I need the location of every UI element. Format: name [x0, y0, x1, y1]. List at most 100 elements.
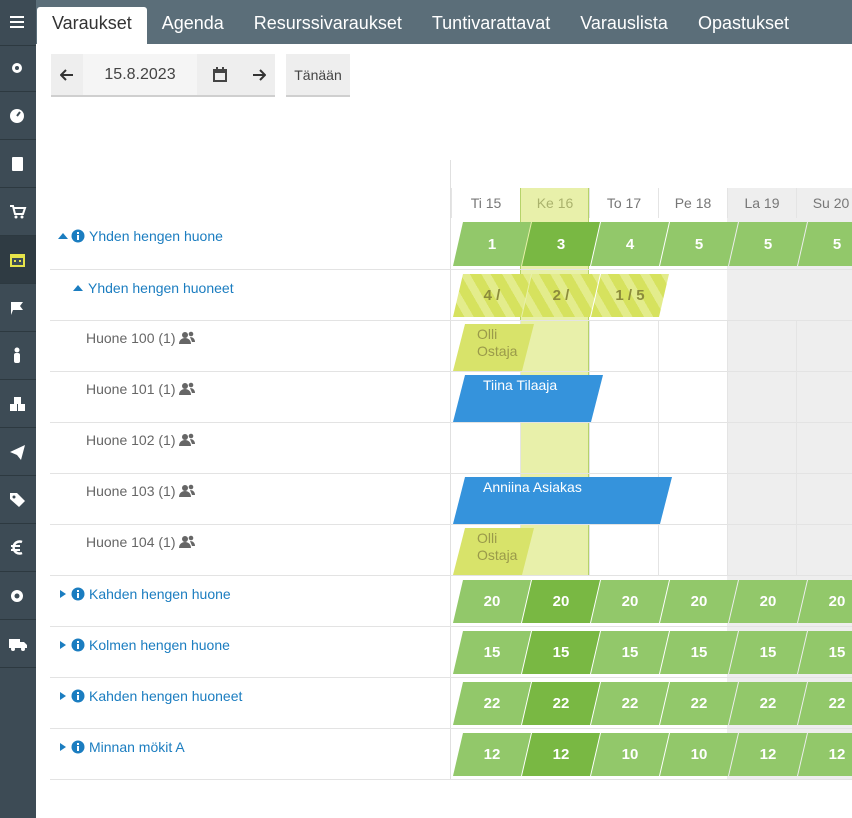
booking[interactable]: Olli Ostaja — [453, 528, 534, 575]
availability-cell: 15 — [660, 631, 738, 674]
next-button[interactable] — [242, 54, 275, 97]
column-line — [796, 372, 797, 423]
availability-cell: 1 — [453, 222, 531, 266]
column-line — [796, 525, 797, 576]
sidebar-item[interactable] — [0, 524, 36, 572]
sidebar-item[interactable] — [0, 476, 36, 524]
people-icon — [178, 331, 195, 344]
room-label: Huone 100 (1) — [86, 321, 436, 354]
column-line — [520, 423, 521, 474]
availability-cell: 15 — [729, 631, 807, 674]
sidebar-item[interactable] — [0, 620, 36, 668]
group-label[interactable]: Kahden hengen huoneet — [57, 678, 437, 713]
prev-button[interactable] — [51, 54, 83, 97]
availability-cell: 4 — [591, 222, 669, 266]
tab[interactable]: Agenda — [161, 13, 224, 33]
tab[interactable]: Varaukset — [37, 7, 147, 44]
group-label[interactable]: Kolmen hengen huone — [57, 627, 437, 662]
row-line — [50, 677, 852, 678]
calendar-button[interactable] — [197, 54, 242, 97]
sidebar-icon — [14, 347, 20, 363]
column-line — [727, 321, 728, 372]
sidebar-icon — [10, 253, 25, 267]
sidebar-item[interactable] — [0, 140, 36, 188]
group-name: Kolmen hengen huone — [89, 636, 230, 653]
availability-cell: 22 — [798, 682, 852, 725]
group-label[interactable]: Kahden hengen huone — [57, 576, 437, 611]
availability-cell: 20 — [591, 580, 669, 623]
row-line — [50, 779, 852, 780]
sidebar-item[interactable] — [0, 44, 36, 92]
tab[interactable]: Tuntivarattavat — [431, 13, 551, 33]
tab[interactable]: Resurssivaraukset — [253, 13, 402, 33]
room-label: Huone 103 (1) — [86, 474, 436, 507]
expand-arrow — [60, 691, 66, 700]
group-name: Kahden hengen huoneet — [89, 687, 243, 704]
sidebar-item[interactable] — [0, 188, 36, 236]
tab[interactable]: Opastukset — [697, 13, 789, 33]
availability-cell: 4 / — [453, 274, 531, 317]
day-header: La 19 — [727, 188, 796, 218]
sidebar-item[interactable] — [0, 284, 36, 332]
people-icon — [178, 433, 195, 446]
column-line — [589, 321, 590, 372]
sidebar-item[interactable] — [0, 236, 36, 284]
sidebar-icon — [11, 589, 23, 602]
availability-cell: 20 — [798, 580, 852, 623]
people-icon — [178, 382, 195, 395]
availability-cell: 22 — [453, 682, 531, 725]
row-line — [50, 728, 852, 729]
availability-cell: 20 — [660, 580, 738, 623]
column-line — [658, 321, 659, 372]
info-icon — [71, 587, 85, 600]
sidebar-icon — [11, 301, 23, 315]
room-label: Huone 104 (1) — [86, 525, 436, 558]
row-line — [50, 524, 852, 525]
sidebar-item[interactable] — [0, 92, 36, 140]
info-icon — [71, 740, 85, 753]
group-label[interactable]: Yhden hengen huone — [57, 218, 437, 254]
column-line — [589, 525, 590, 576]
booking[interactable]: Anniina Asiakas — [453, 477, 672, 524]
row-line — [50, 371, 852, 372]
calendar-icon — [212, 67, 227, 82]
sidebar-icon — [12, 62, 22, 73]
availability-cell: 20 — [453, 580, 531, 623]
date-field[interactable]: 15.8.2023 — [83, 54, 197, 97]
sidebar-item[interactable] — [0, 572, 36, 620]
group-name: Minnan mökit A — [89, 738, 185, 755]
day-header: Su 20 — [796, 188, 852, 218]
info-icon — [71, 689, 85, 702]
availability-cell: 12 — [453, 733, 531, 776]
availability-cell: 5 — [729, 222, 807, 266]
sidebar-icon — [9, 638, 27, 651]
column-line — [658, 372, 659, 423]
booking[interactable]: Tiina Tilaaja — [453, 375, 603, 422]
sidebar-item[interactable] — [0, 380, 36, 428]
sidebar-item[interactable] — [0, 0, 36, 46]
availability-cell: 15 — [591, 631, 669, 674]
sidebar-item[interactable] — [0, 428, 36, 476]
group-label[interactable]: Minnan mökit A — [57, 729, 437, 764]
column-line — [727, 372, 728, 423]
row-line — [50, 422, 852, 423]
room-label: Huone 102 (1) — [86, 423, 436, 456]
tab-bar: Varaukset Agenda Resurssivaraukset Tuntivar… — [36, 0, 852, 44]
subgroup-label[interactable]: Yhden hengen huoneet — [72, 270, 442, 305]
room-name: Huone 103 (1) — [86, 482, 176, 499]
info-icon — [71, 229, 85, 243]
booking[interactable]: Olli Ostaja — [453, 324, 534, 371]
today-button[interactable]: Tänään — [286, 54, 350, 97]
group-name: Yhden hengen huone — [89, 228, 223, 244]
sidebar-icon — [10, 492, 25, 507]
sidebar-item[interactable] — [0, 332, 36, 380]
availability-cell: 15 — [453, 631, 531, 674]
sidebar — [0, 0, 36, 818]
collapse-arrow — [73, 284, 83, 291]
sidebar-icon — [10, 396, 25, 411]
tab[interactable]: Varauslista — [580, 13, 668, 33]
room-name: Huone 101 (1) — [86, 380, 176, 397]
expand-arrow — [60, 589, 66, 598]
availability-cell: 5 — [798, 222, 852, 266]
